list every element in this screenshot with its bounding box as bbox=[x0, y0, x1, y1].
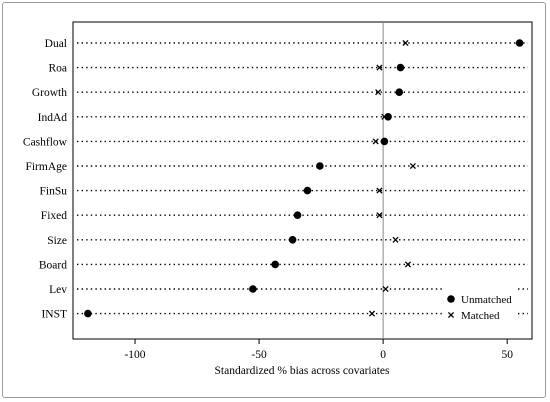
matched-point-finsu bbox=[376, 187, 383, 194]
matched-point-fixed bbox=[376, 212, 383, 219]
unmatched-point-lev bbox=[249, 285, 257, 293]
matched-point-board bbox=[404, 261, 412, 268]
category-labels: Dual Roa Growth IndAd Cashflow FirmAge FinSu Fi… bbox=[23, 38, 68, 321]
unmatched-point-roa bbox=[396, 63, 405, 72]
matched-point-inst bbox=[368, 310, 376, 317]
x-axis: -100 -50 0 50 bbox=[124, 339, 513, 361]
data-points bbox=[84, 39, 524, 318]
category-label: INST bbox=[41, 309, 67, 321]
category-label: Fixed bbox=[41, 210, 67, 222]
category-label: Growth bbox=[32, 87, 67, 99]
legend-label-unmatched: Unmatched bbox=[461, 294, 512, 306]
category-label: Size bbox=[47, 235, 67, 247]
x-tick-label: -100 bbox=[124, 349, 145, 361]
unmatched-point-growth bbox=[395, 88, 404, 96]
category-label: Lev bbox=[49, 284, 67, 296]
matched-point-lev bbox=[382, 285, 389, 293]
x-tick-label: 0 bbox=[380, 349, 386, 361]
matched-point-cashflow bbox=[372, 138, 379, 145]
unmatched-point-fixed bbox=[293, 211, 302, 219]
unmatched-point-size bbox=[288, 236, 297, 244]
matched-point-indad bbox=[381, 113, 388, 120]
category-label: FinSu bbox=[40, 186, 68, 198]
legend-label-matched: Matched bbox=[461, 310, 500, 322]
x-tick-label: 50 bbox=[501, 349, 513, 361]
unmatched-point-cashflow bbox=[380, 137, 389, 146]
category-label: FirmAge bbox=[25, 161, 67, 173]
legend-marker-unmatched bbox=[447, 295, 455, 303]
unmatched-point-finsu bbox=[303, 186, 312, 195]
category-label: Roa bbox=[48, 63, 67, 75]
plot-area bbox=[72, 21, 533, 340]
matched-point-firmage bbox=[409, 162, 416, 170]
category-label: Board bbox=[39, 259, 67, 271]
category-label: IndAd bbox=[38, 112, 68, 124]
matched-point-roa bbox=[376, 64, 383, 71]
category-label: Dual bbox=[45, 38, 67, 50]
legend: Unmatched Matched bbox=[447, 294, 512, 322]
unmatched-point-dual bbox=[515, 39, 524, 47]
x-tick-label: -50 bbox=[251, 349, 267, 361]
unmatched-point-board bbox=[271, 260, 280, 269]
x-axis-label: Standardized % bias across covariates bbox=[215, 365, 391, 377]
category-label: Cashflow bbox=[23, 136, 68, 148]
gridlines bbox=[77, 42, 528, 315]
unmatched-point-inst bbox=[84, 309, 92, 318]
matched-point-dual bbox=[402, 39, 409, 47]
matched-point-size bbox=[392, 236, 399, 243]
unmatched-point-firmage bbox=[316, 162, 324, 170]
legend-marker-matched bbox=[447, 311, 455, 319]
matched-point-growth bbox=[375, 89, 382, 96]
unmatched-point-indad bbox=[384, 113, 392, 121]
